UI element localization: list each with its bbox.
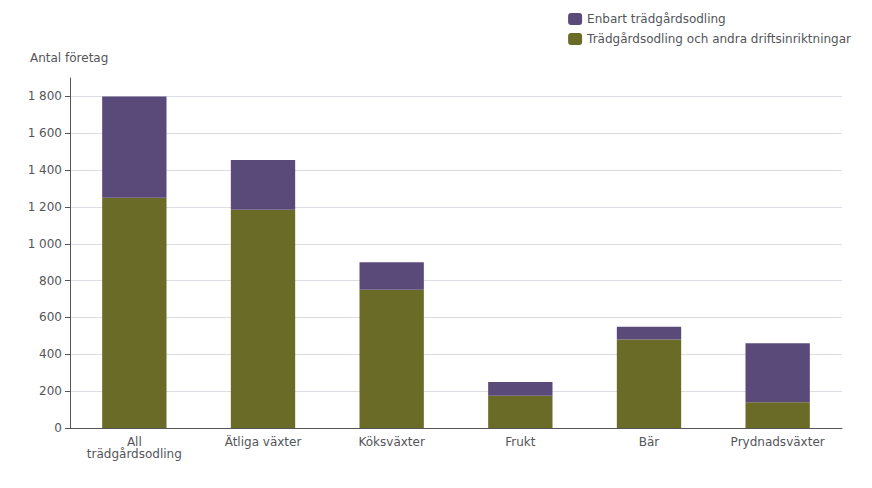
svg-text:1 400: 1 400 [28,163,62,177]
svg-text:Ätliga växter: Ätliga växter [225,434,302,449]
svg-text:Frukt: Frukt [505,435,536,449]
svg-text:trädgårdsodling: trädgårdsodling [87,447,182,461]
svg-text:Antal företag: Antal företag [30,51,108,65]
svg-text:Bär: Bär [639,435,660,449]
svg-text:1 800: 1 800 [28,89,62,103]
svg-text:0: 0 [54,421,62,435]
svg-text:400: 400 [39,347,62,361]
svg-text:1 200: 1 200 [28,200,62,214]
svg-text:1 000: 1 000 [28,237,62,251]
svg-text:800: 800 [39,274,62,288]
svg-text:Prydnadsväxter: Prydnadsväxter [731,435,825,449]
svg-text:1 600: 1 600 [28,126,62,140]
svg-text:Enbart trädgårdsodling: Enbart trädgårdsodling [587,12,726,26]
svg-text:600: 600 [39,310,62,324]
svg-text:All: All [126,435,142,449]
svg-text:Köksväxter: Köksväxter [358,435,424,449]
svg-text:200: 200 [39,384,62,398]
svg-text:Trädgårdsodling och andra drif: Trädgårdsodling och andra driftsinriktni… [586,32,851,46]
